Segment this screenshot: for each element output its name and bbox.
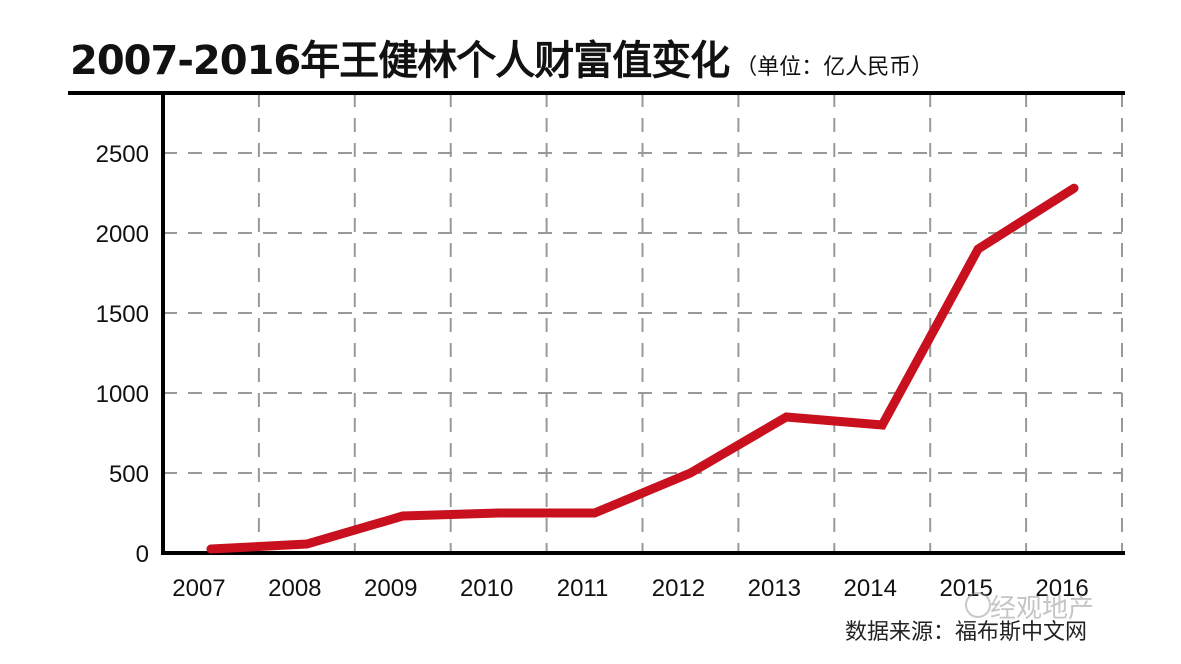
x-tick-label: 2014 [844,575,897,602]
source-note: 数据来源：福布斯中文网 [845,620,1088,645]
chart-title: 2007-2016年王健林个人财富值变化 （单位：亿人民币） [70,28,933,86]
y-tick-label: 2000 [96,221,149,248]
x-tick-label: 2008 [268,575,321,602]
x-tick-label: 2011 [557,575,609,602]
x-tick-label: 2007 [172,575,225,602]
y-tick-label: 1500 [96,301,149,328]
watermark: 经观地产 [990,594,1095,624]
x-tick-label: 2010 [460,575,513,602]
y-tick-label: 2500 [96,141,149,168]
series-line [206,183,1079,554]
y-tick-label: 500 [109,461,149,488]
chart-title-text: 2007-2016年王健林个人财富值变化 [70,38,730,84]
x-tick-label: 2009 [364,575,417,602]
y-tick-label: 1000 [96,381,149,408]
watermark-logo-icon [965,592,991,618]
x-tick-label: 2012 [652,575,705,602]
unit-label: （单位：亿人民币） [735,55,934,80]
y-tick-label: 0 [136,541,149,568]
x-tick-label: 2016 [1035,575,1088,602]
x-tick-label: 2013 [748,575,801,602]
